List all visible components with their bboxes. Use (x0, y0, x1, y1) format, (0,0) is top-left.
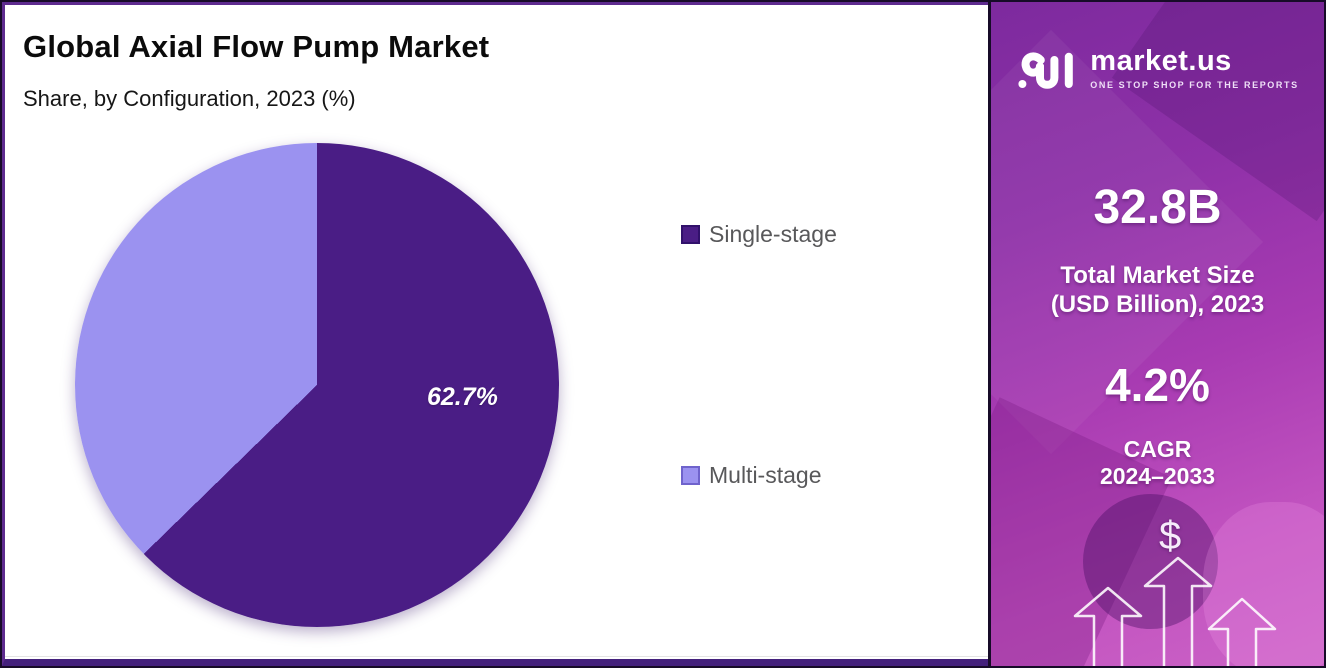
market-size-label-line1: Total Market Size (1060, 262, 1255, 289)
legend-label-single-stage: Single-stage (709, 221, 837, 247)
brand-name: market.us (1090, 44, 1232, 77)
growth-arrow-right (1207, 597, 1277, 666)
brand-logo: market.us ONE STOP SHOP FOR THE REPORTS (991, 42, 1324, 94)
growth-arrows-graphic (1073, 556, 1277, 666)
logo-u (1036, 56, 1059, 89)
deco-swirl-circle (1083, 494, 1218, 629)
pie-slice-label: 62.7% (427, 383, 498, 411)
market-size-label-line2: (USD Billion), 2023 (1050, 291, 1265, 318)
pie-chart: 62.7% (75, 143, 559, 627)
legend-label-multi-stage: Multi-stage (709, 462, 822, 488)
brand-text-block: market.us ONE STOP SHOP FOR THE REPORTS (1090, 44, 1299, 90)
page-title: Global Axial Flow Pump Market (23, 29, 490, 64)
dollar-symbol: $ (1159, 514, 1182, 558)
panel-bottom-hairline (5, 656, 988, 657)
logo-dot (1018, 80, 1027, 88)
panel-divider (988, 0, 991, 668)
chart-panel: Global Axial Flow Pump Market Share, by … (2, 2, 988, 666)
brand-sidebar: market.us ONE STOP SHOP FOR THE REPORTS … (991, 2, 1324, 666)
brand-tagline: ONE STOP SHOP FOR THE REPORTS (1090, 79, 1299, 90)
legend-marker-multi-stage (681, 466, 700, 485)
growth-arrow-left (1073, 586, 1143, 666)
cagr-label-line1: CAGR (1123, 436, 1192, 462)
cagr-label-line2: 2024–2033 (1099, 463, 1216, 489)
page-subtitle: Share, by Configuration, 2023 (%) (23, 86, 356, 111)
cagr-value: 4.2% (1105, 359, 1210, 411)
legend-item-single-stage: Single-stage (681, 221, 837, 248)
deco-pink-blob (1203, 502, 1324, 666)
growth-arrow-middle (1143, 556, 1213, 666)
legend-item-multi-stage: Multi-stage (681, 462, 821, 489)
marketus-logo-icon (1018, 52, 1074, 89)
market-size-value: 32.8B (1093, 181, 1222, 234)
legend-marker-single-stage (681, 225, 700, 244)
